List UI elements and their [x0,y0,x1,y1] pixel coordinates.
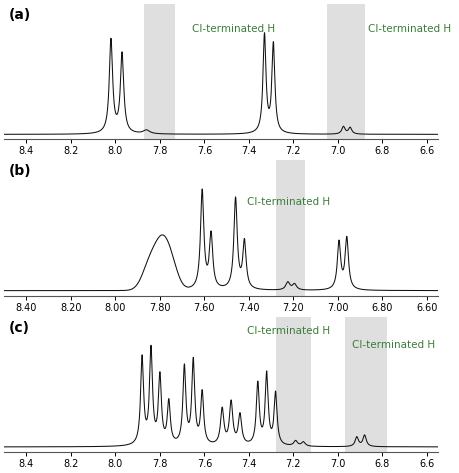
Text: Cl-terminated H: Cl-terminated H [191,24,274,34]
Bar [326,0,364,146]
Text: Cl-terminated H: Cl-terminated H [367,24,450,34]
Text: (c): (c) [8,321,29,335]
Bar [344,310,386,458]
Text: (b): (b) [8,165,31,178]
Text: Cl-terminated H: Cl-terminated H [351,340,434,350]
Bar [144,0,175,146]
Text: Cl-terminated H: Cl-terminated H [247,197,330,207]
Bar [275,310,311,458]
Bar [275,154,304,302]
Text: Cl-terminated H: Cl-terminated H [247,326,330,336]
Text: (a): (a) [8,8,31,22]
